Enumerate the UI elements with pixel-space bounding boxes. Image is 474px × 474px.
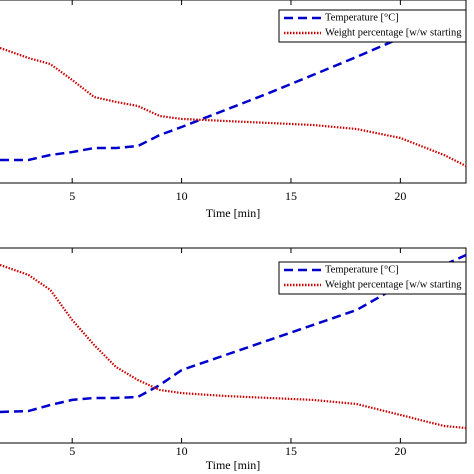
x-tick-label: 10 [176, 189, 188, 203]
x-tick-label: 15 [285, 189, 297, 203]
data-line [0, 253, 467, 414]
plot-frame [0, 0, 467, 184]
x-tick-label: 5 [69, 444, 75, 458]
subplot: 5 10 15 20 Time [min] Temperature [°C] Weight … [0, 247, 467, 472]
subplot: 5 10 15 20 Time [min] Temperature [°C] Weight … [0, 0, 467, 220]
legend-label: Temperature [°C] [325, 12, 399, 23]
data-line [0, 9, 467, 162]
legend-box [278, 9, 467, 43]
plot-frame [0, 247, 467, 444]
x-tick-label: 10 [176, 444, 188, 458]
x-tick-label: 5 [69, 189, 75, 203]
legend-label: Weight percentage [w/w starting [325, 279, 462, 290]
x-axis-label: Time [min] [206, 458, 261, 472]
x-axis-label: Time [min] [206, 206, 261, 220]
legend-label: Weight percentage [w/w starting [325, 27, 462, 38]
legend-label: Temperature [°C] [325, 264, 399, 275]
x-tick-label: 20 [394, 444, 406, 458]
data-line [0, 46, 467, 167]
x-tick-label: 15 [285, 444, 297, 458]
x-tick-label: 20 [394, 189, 406, 203]
legend-box [278, 261, 467, 295]
data-line [0, 263, 467, 430]
